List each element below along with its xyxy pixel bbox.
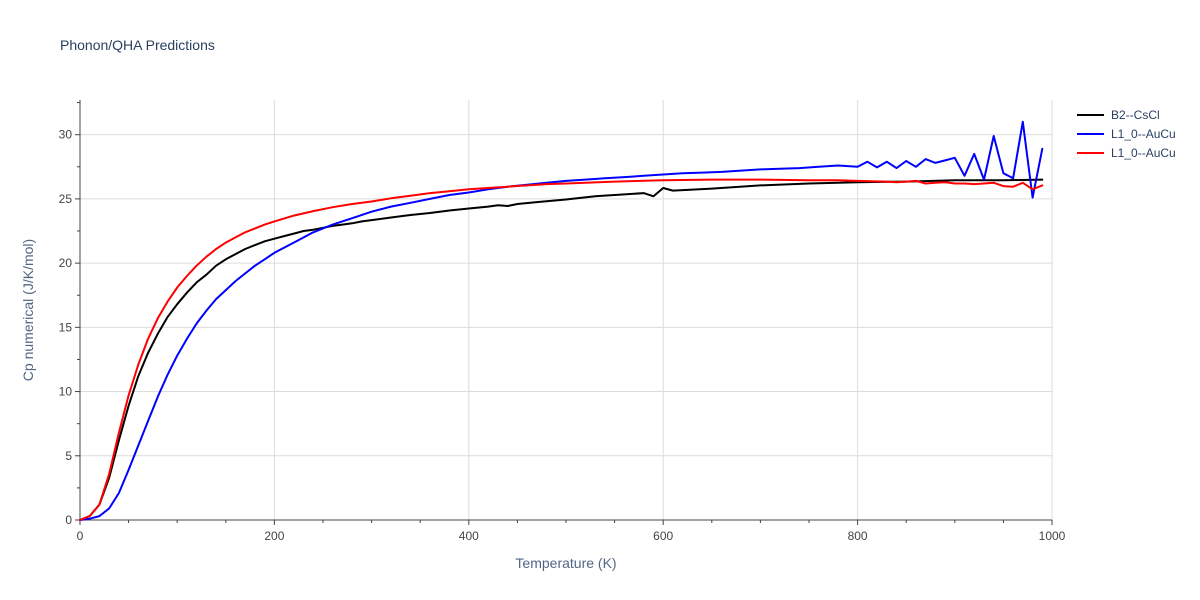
y-axis-title: Cp numerical (J/K/mol) <box>20 239 36 381</box>
x-tick-label: 0 <box>77 529 84 543</box>
legend-label: B2--CsCl <box>1111 108 1160 122</box>
plot-area[interactable] <box>79 120 1044 521</box>
legend-item-2[interactable]: L1_0--AuCu <box>1077 127 1176 141</box>
y-tick-label: 5 <box>65 449 72 463</box>
series-line-3[interactable] <box>79 178 1044 521</box>
grid-lines <box>80 100 1053 520</box>
x-tick-label: 200 <box>264 529 284 543</box>
series-line-2[interactable] <box>79 120 1044 521</box>
legend[interactable]: B2--CsCl L1_0--AuCu L1_0--AuCu <box>1077 108 1176 160</box>
y-tick-label: 15 <box>59 320 73 334</box>
legend-label: L1_0--AuCu <box>1111 127 1176 141</box>
x-tick-label: 400 <box>459 529 479 543</box>
y-tick-label: 20 <box>59 256 73 270</box>
legend-label: L1_0--AuCu <box>1111 146 1176 160</box>
y-tick-label: 10 <box>59 385 73 399</box>
x-tick-label: 1000 <box>1039 529 1066 543</box>
x-tick-label: 600 <box>653 529 673 543</box>
chart-title: Phonon/QHA Predictions <box>60 37 215 53</box>
legend-item-3[interactable]: L1_0--AuCu <box>1077 146 1176 160</box>
series-line-1[interactable] <box>79 178 1044 521</box>
y-tick-label: 30 <box>59 128 73 142</box>
x-tick-label: 800 <box>848 529 868 543</box>
y-tick-label: 25 <box>59 192 73 206</box>
y-tick-label: 0 <box>65 513 72 527</box>
axes: 0 200 400 600 800 1000 0 5 10 15 20 25 30 <box>59 100 1066 543</box>
legend-item-1[interactable]: B2--CsCl <box>1077 108 1160 122</box>
x-axis-title: Temperature (K) <box>515 555 616 571</box>
